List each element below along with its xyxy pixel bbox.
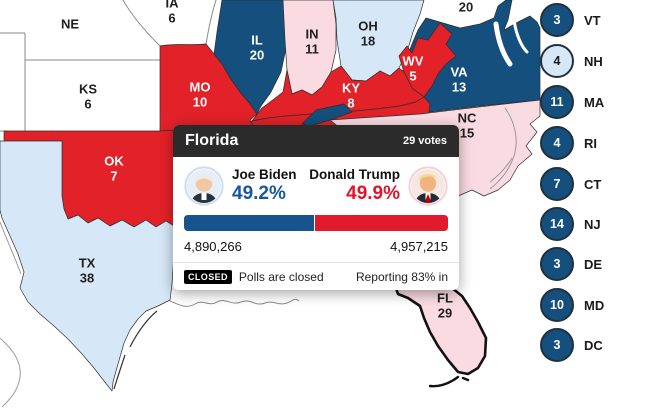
- polls-closed-badge: CLOSED: [184, 269, 232, 284]
- polls-status-text: Polls are closed: [238, 269, 324, 284]
- sidebar-state-nh[interactable]: 4 NH: [540, 44, 603, 79]
- state-label-pa: 20: [459, 0, 473, 15]
- biden-avatar: [184, 166, 224, 206]
- gulf-coast-outline: [169, 298, 300, 307]
- state-tooltip: Florida 29 votes: [173, 125, 459, 290]
- electoral-votes-badge: 4: [540, 126, 574, 160]
- state-fl[interactable]: [394, 282, 488, 376]
- rep-bar-segment: [313, 215, 448, 231]
- state-label-ne: NE: [61, 17, 79, 32]
- florida-keys: [428, 375, 470, 388]
- tooltip-state-name: Florida: [185, 132, 239, 149]
- dem-bar-segment: [184, 215, 314, 231]
- tooltip-electoral-votes: 29 votes: [402, 135, 447, 147]
- trump-percentage: 49.9%: [346, 183, 400, 205]
- electoral-votes-badge: 11: [540, 85, 574, 119]
- sidebar-state-abbr: VT: [584, 12, 601, 28]
- tx-barrier-islands: [113, 310, 158, 390]
- electoral-votes-badge: 4: [540, 44, 574, 78]
- mexico-outline: [0, 221, 22, 408]
- tooltip-header: Florida 29 votes: [173, 125, 459, 157]
- sidebar-state-md[interactable]: 10 MD: [540, 288, 604, 323]
- sidebar-state-abbr: MD: [584, 297, 605, 313]
- trump-result: Donald Trump 49.9%: [309, 166, 448, 206]
- vote-share-bar: [184, 215, 448, 231]
- state-label-ks: 6: [84, 97, 91, 112]
- sidebar-state-abbr: MA: [584, 94, 605, 110]
- electoral-votes-badge: 3: [540, 328, 574, 362]
- electoral-votes-badge: 3: [540, 247, 574, 281]
- biden-percentage: 49.2%: [232, 183, 286, 205]
- sidebar-state-nj[interactable]: 14 NJ: [540, 207, 601, 242]
- electoral-votes-badge: 7: [540, 167, 574, 201]
- sidebar-state-abbr: NH: [584, 53, 603, 69]
- state-label-ia: 6: [168, 11, 175, 26]
- sidebar-state-ri[interactable]: 4 RI: [540, 126, 597, 161]
- sidebar-state-ct[interactable]: 7 CT: [540, 167, 601, 202]
- reporting-text: Reporting 83% in: [355, 269, 448, 284]
- sidebar-state-abbr: DC: [584, 337, 603, 353]
- biden-name: Joe Biden: [232, 167, 297, 183]
- state-tx[interactable]: [0, 140, 175, 392]
- sidebar-state-ma[interactable]: 11 MA: [540, 85, 604, 120]
- sidebar-state-abbr: NJ: [584, 216, 601, 232]
- sidebar-state-abbr: RI: [584, 135, 597, 151]
- sidebar-state-de[interactable]: 3 DE: [540, 247, 602, 282]
- biden-vote-count: 4,890,266: [184, 239, 242, 254]
- electoral-votes-badge: 14: [540, 207, 574, 241]
- delaware-bay-line: [512, 18, 529, 54]
- state-label-ks: KS: [79, 82, 97, 97]
- sidebar-state-abbr: CT: [584, 176, 602, 192]
- trump-avatar: [408, 166, 448, 206]
- sidebar-state-vt[interactable]: 3 VT: [540, 3, 601, 38]
- trump-vote-count: 4,957,215: [390, 239, 448, 254]
- electoral-votes-badge: 10: [540, 288, 574, 322]
- tooltip-footer: CLOSED Polls are closed Reporting 83% in: [173, 262, 459, 290]
- sidebar-state-abbr: DE: [584, 256, 603, 272]
- chesapeake-bay-lines: [493, 21, 513, 67]
- biden-result: Joe Biden 49.2%: [184, 166, 297, 206]
- nc-coast-lines: [489, 107, 517, 190]
- electoral-votes-badge: 3: [540, 3, 574, 37]
- trump-name: Donald Trump: [309, 167, 400, 183]
- sidebar-state-dc[interactable]: 3 DC: [540, 328, 603, 363]
- state-label-ia: IA: [166, 0, 180, 11]
- tooltip-body: Joe Biden 49.2% Donald Trump 49.9%: [173, 157, 459, 262]
